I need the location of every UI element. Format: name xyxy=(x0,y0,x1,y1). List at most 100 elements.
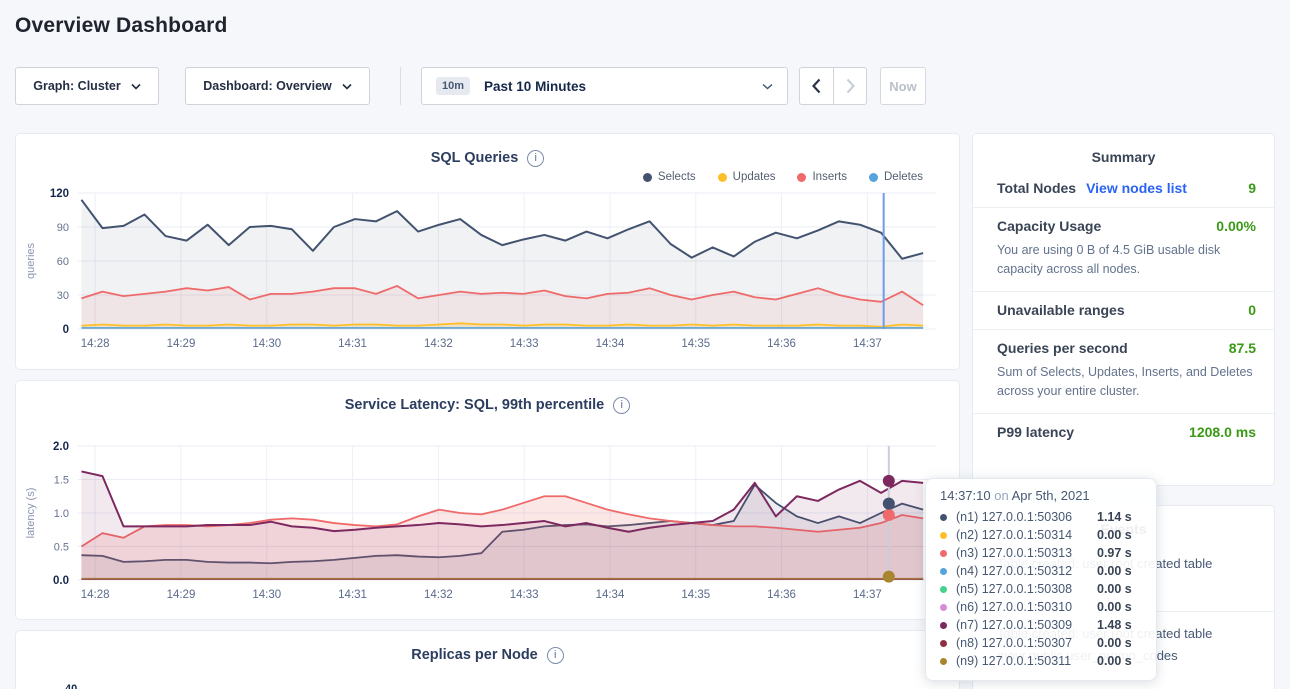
legend-dot-icon xyxy=(717,172,727,182)
svg-text:30: 30 xyxy=(57,290,69,302)
summary-row-top: P99 latency 1208.0 ms xyxy=(997,424,1256,440)
tooltip-node-label: (n1) 127.0.0.1:50306 xyxy=(956,510,1073,524)
time-forward-button[interactable] xyxy=(833,68,866,104)
tooltip-row: (n4) 127.0.0.1:50312 0.00 s xyxy=(940,562,1142,580)
legend-item: Inserts xyxy=(797,171,847,183)
legend-dot-icon xyxy=(869,172,878,182)
summary-row-top: Capacity Usage 0.00% xyxy=(997,218,1256,234)
svg-text:queries: queries xyxy=(25,242,37,279)
graph-dropdown[interactable]: Graph: Cluster xyxy=(15,67,159,105)
node-color-dot-icon xyxy=(940,513,947,521)
tooltip-node-label: (n5) 127.0.0.1:50308 xyxy=(956,582,1073,596)
summary-rows: Total Nodes View nodes list 9 Capacity Usag… xyxy=(973,170,1274,451)
chart-title: Service Latency: SQL, 99th percentile xyxy=(344,397,605,413)
replicas-header: Replicas per Node i xyxy=(16,631,959,666)
legend-label: Selects xyxy=(657,171,696,183)
tooltip-node-label: (n9) 127.0.0.1:50311 xyxy=(956,654,1072,668)
tooltip-node-value: 1.48 s xyxy=(1097,618,1132,632)
tooltip-date: Apr 5th, 2021 xyxy=(1011,488,1090,503)
summary-row: Capacity Usage 0.00% You are using 0 B of … xyxy=(973,208,1274,292)
summary-label: Capacity Usage xyxy=(997,218,1102,234)
svg-text:14:33: 14:33 xyxy=(510,338,539,350)
tooltip-node-value: 0.00 s xyxy=(1097,564,1132,578)
svg-text:14:37: 14:37 xyxy=(853,338,882,350)
info-icon[interactable]: i xyxy=(613,396,631,414)
summary-value: 0.00% xyxy=(1216,218,1256,234)
dashboard-dropdown-label: Dashboard: Overview xyxy=(203,79,332,93)
tooltip-node-label: (n7) 127.0.0.1:50309 xyxy=(956,618,1073,632)
now-button[interactable]: Now xyxy=(880,67,926,105)
summary-row-top: Total Nodes View nodes list 9 xyxy=(997,180,1256,196)
svg-text:14:37: 14:37 xyxy=(853,589,882,601)
svg-text:14:31: 14:31 xyxy=(338,589,367,601)
svg-text:14:34: 14:34 xyxy=(596,589,625,601)
svg-text:0: 0 xyxy=(63,324,69,336)
sql-queries-panel: SQL Queries i Selects Updates Inserts Delet… xyxy=(15,133,960,370)
replicas-ytick-label: 40 xyxy=(65,683,78,689)
tooltip-node-label: (n6) 127.0.0.1:50310 xyxy=(956,600,1073,614)
time-back-button[interactable] xyxy=(800,68,833,104)
tooltip-row: (n6) 127.0.0.1:50310 0.00 s xyxy=(940,598,1142,616)
tooltip-row: (n5) 127.0.0.1:50308 0.00 s xyxy=(940,580,1142,598)
summary-row: Queries per second 87.5 Sum of Selects, Up… xyxy=(973,330,1274,414)
tooltip-node-label: (n2) 127.0.0.1:50314 xyxy=(956,528,1073,542)
time-range-picker[interactable]: 10m Past 10 Minutes xyxy=(421,67,788,105)
summary-title: Summary xyxy=(1091,149,1156,165)
summary-value: 9 xyxy=(1248,180,1256,196)
svg-text:14:30: 14:30 xyxy=(252,589,281,601)
svg-text:14:30: 14:30 xyxy=(252,338,281,350)
summary-description: You are using 0 B of 4.5 GiB usable disk… xyxy=(997,243,1221,277)
summary-label: Queries per second xyxy=(997,339,1128,356)
svg-text:2.0: 2.0 xyxy=(53,441,69,453)
summary-value: 0 xyxy=(1248,301,1256,318)
svg-text:120: 120 xyxy=(50,188,69,200)
tooltip-node-value: 0.97 s xyxy=(1097,546,1132,560)
summary-row: Total Nodes View nodes list 9 xyxy=(973,170,1274,208)
legend-label: Inserts xyxy=(812,171,847,183)
chevron-down-icon xyxy=(762,77,773,95)
legend-item: Deletes xyxy=(869,171,923,183)
summary-value: 1208.0 ms xyxy=(1189,423,1256,440)
svg-text:14:28: 14:28 xyxy=(81,589,110,601)
tooltip-header: 14:37:10 on Apr 5th, 2021 xyxy=(940,488,1142,503)
tooltip-node-label: (n4) 127.0.0.1:50312 xyxy=(956,564,1073,578)
legend-item: Updates xyxy=(717,171,776,183)
summary-description: Sum of Selects, Updates, Inserts, and De… xyxy=(997,364,1253,399)
node-color-dot-icon xyxy=(940,639,947,647)
tooltip-rows: (n1) 127.0.0.1:50306 1.14 s (n2) 127.0.0.1… xyxy=(940,508,1142,670)
node-color-dot-icon xyxy=(940,621,947,629)
node-color-dot-icon xyxy=(940,549,947,557)
summary-panel: Summary Total Nodes View nodes list 9 Capac… xyxy=(972,133,1275,486)
tooltip-node-value: 0.00 s xyxy=(1097,654,1132,668)
chevron-down-icon xyxy=(131,79,141,93)
dashboard-dropdown[interactable]: Dashboard: Overview xyxy=(185,67,370,105)
tooltip-row: (n2) 127.0.0.1:50314 0.00 s xyxy=(940,526,1142,544)
tooltip-node-label: (n8) 127.0.0.1:50307 xyxy=(956,636,1073,650)
tooltip-node-value: 0.00 s xyxy=(1097,600,1132,614)
svg-text:14:33: 14:33 xyxy=(510,589,539,601)
view-nodes-list-link[interactable]: View nodes list xyxy=(1086,180,1187,196)
info-icon[interactable]: i xyxy=(527,149,545,167)
node-color-dot-icon xyxy=(940,585,947,593)
summary-row: Unavailable ranges 0 xyxy=(973,292,1274,330)
controls-bar: Graph: Cluster Dashboard: Overview 10m P… xyxy=(15,67,926,105)
legend-label: Updates xyxy=(732,171,776,183)
svg-text:90: 90 xyxy=(57,222,69,234)
summary-label: Total Nodes xyxy=(997,180,1077,196)
info-icon[interactable]: i xyxy=(546,646,564,664)
svg-text:14:36: 14:36 xyxy=(767,338,796,350)
svg-text:14:29: 14:29 xyxy=(167,338,196,350)
svg-text:14:32: 14:32 xyxy=(424,589,453,601)
tooltip-time: 14:37:10 xyxy=(940,488,991,503)
svg-text:0.0: 0.0 xyxy=(53,575,69,587)
tooltip-row: (n3) 127.0.0.1:50313 0.97 s xyxy=(940,544,1142,562)
node-color-dot-icon xyxy=(940,603,947,611)
chart-title: SQL Queries xyxy=(430,150,519,166)
svg-text:14:32: 14:32 xyxy=(424,338,453,350)
tooltip-row: (n9) 127.0.0.1:50311 0.00 s xyxy=(940,652,1142,670)
svg-text:1.0: 1.0 xyxy=(54,508,69,520)
sql-queries-legend: Selects Updates Inserts Deletes xyxy=(16,169,959,185)
summary-row: P99 latency 1208.0 ms xyxy=(973,414,1274,451)
summary-label: P99 latency xyxy=(997,423,1075,440)
